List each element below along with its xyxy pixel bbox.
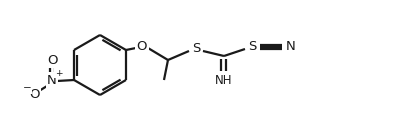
Text: O: O [47, 53, 57, 66]
Text: NH: NH [215, 75, 233, 88]
Text: O: O [29, 88, 39, 101]
Text: S: S [192, 42, 200, 55]
Text: O: O [137, 40, 147, 53]
Text: +: + [55, 68, 63, 77]
Text: N: N [286, 40, 296, 53]
Text: N: N [47, 74, 57, 87]
Text: −: − [23, 83, 31, 93]
Text: S: S [248, 40, 256, 53]
